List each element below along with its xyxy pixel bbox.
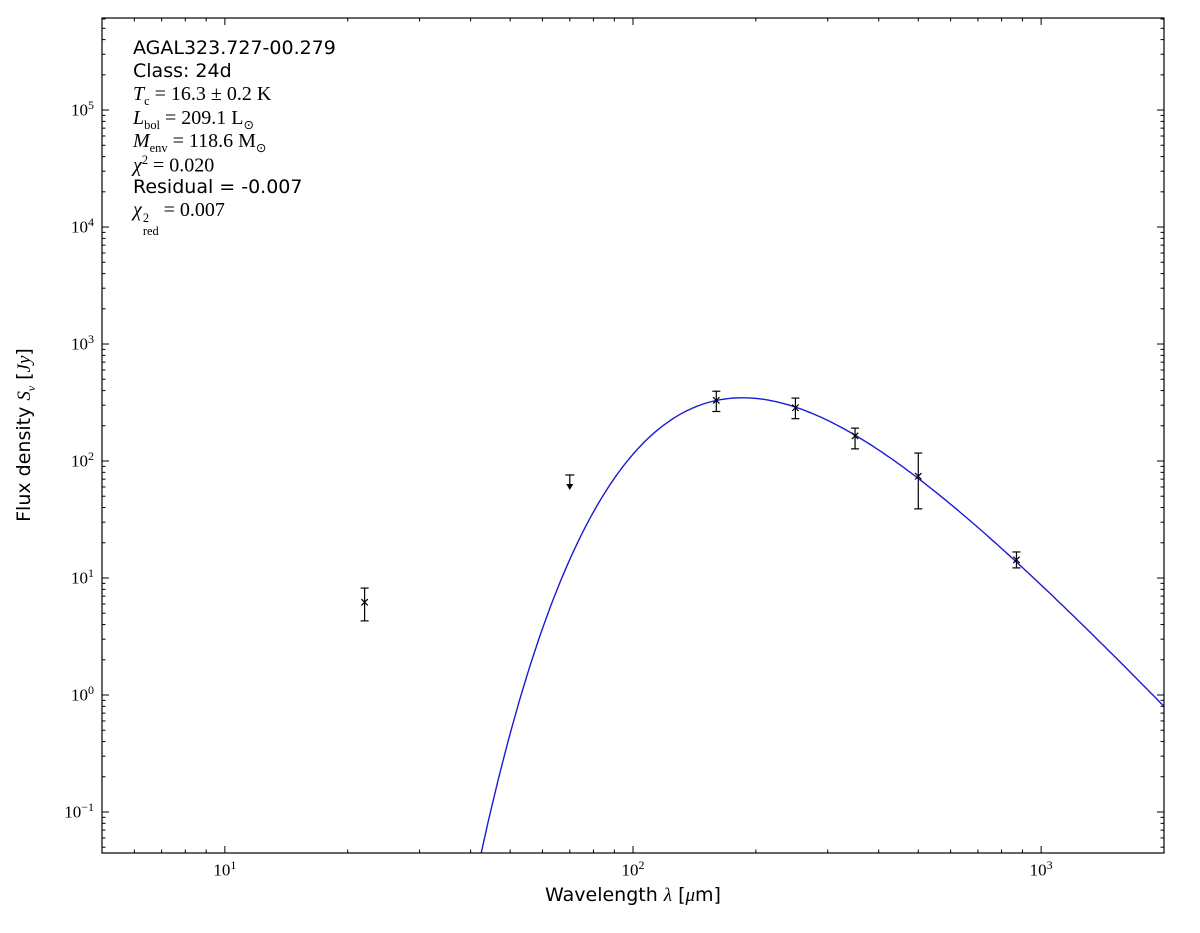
y-axis-label: Flux density Sν [Jy] (13, 348, 38, 522)
info-line-3: Tc = 16.3 ± 0.2 K (133, 83, 272, 109)
info-line-4: Lbol = 209.1 L⊙ (133, 106, 254, 132)
x-tick-label: 103 (1029, 858, 1053, 880)
info-line-5: Menv = 118.6 M⊙ (133, 129, 267, 155)
info-block: AGAL323.727-00.279 Class: 24d Tc = 16.3 ± … (133, 37, 336, 238)
data-point-22um (360, 587, 369, 622)
y-tick-label: 103 (71, 332, 94, 354)
data-point-160um (712, 390, 721, 413)
y-tick-label: 101 (71, 565, 94, 588)
y-tick-label: 105 (71, 98, 94, 120)
y-tick-label: 10−1 (64, 799, 94, 822)
fit-curve (480, 397, 1164, 853)
y-tick-label: 102 (71, 449, 94, 471)
x-axis-label: Wavelength λ [μm] (545, 884, 721, 906)
info-line-1: AGAL323.727-00.279 (133, 37, 336, 59)
data-point-350um (851, 427, 860, 450)
info-line-8: χ 2 red = 0.007 (133, 199, 225, 238)
info-line-2: Class: 24d (133, 60, 232, 83)
info-line-7: Residual = -0.007 (133, 176, 303, 199)
x-tick-label: 101 (213, 858, 237, 880)
data-point-500um (914, 452, 923, 510)
y-tick-label: 104 (71, 215, 94, 237)
x-tick-label: 102 (621, 858, 645, 880)
axis-ticks (101, 18, 1165, 853)
data-point-70um (565, 474, 575, 490)
data-point-250um (791, 397, 800, 420)
upper-limit-arrow-icon (566, 483, 574, 490)
data-point-870um (1012, 551, 1021, 569)
y-tick-label: 100 (71, 682, 94, 705)
info-line-6: χ2 = 0.020 (133, 152, 215, 177)
